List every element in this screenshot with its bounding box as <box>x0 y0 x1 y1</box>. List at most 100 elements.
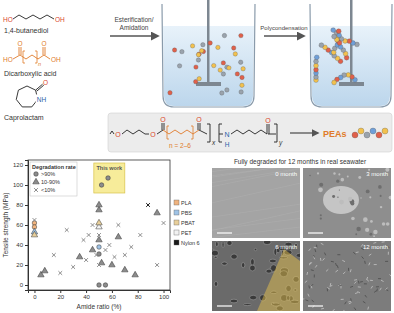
surface-fiber <box>312 300 314 302</box>
x-tick-mark <box>138 290 139 293</box>
surface-streak <box>212 183 300 203</box>
monomer-bead <box>220 91 224 95</box>
surface-fiber <box>327 287 330 289</box>
panel-label: 3 month <box>366 171 388 177</box>
y-tick-label: 120 <box>13 162 24 168</box>
bond <box>219 134 223 135</box>
surface-speck <box>365 228 369 232</box>
surface-speck <box>332 195 335 198</box>
surface-pore <box>241 263 244 268</box>
data-point <box>97 283 102 288</box>
surface-fiber <box>360 281 363 283</box>
bracket <box>191 126 193 139</box>
micrograph-background <box>303 241 391 311</box>
annotation-label: This work <box>96 165 123 171</box>
x-tick: 40 <box>83 290 90 300</box>
surface-speck <box>339 200 344 205</box>
monomer-bead <box>196 58 200 62</box>
legend-title: Degradation rate <box>32 164 76 170</box>
scale-bar <box>217 232 232 233</box>
data-point <box>91 223 95 227</box>
surface-fiber <box>341 299 344 300</box>
y-tick-label: 100 <box>13 182 24 188</box>
atom-label: O <box>41 40 46 47</box>
surface-speck <box>319 183 323 187</box>
step-label: Polycondensation <box>260 25 307 31</box>
surface-fiber <box>370 280 373 281</box>
bond <box>200 123 201 130</box>
surface-fiber <box>358 286 361 287</box>
data-point <box>116 223 120 227</box>
surface-fiber <box>342 260 345 261</box>
polymer-box <box>108 113 392 152</box>
data-point <box>84 258 88 262</box>
data-point <box>113 255 117 259</box>
micrograph-background <box>212 241 300 311</box>
monomer-bead <box>232 46 236 50</box>
surface-pore <box>250 295 257 300</box>
bond <box>43 47 44 55</box>
monomer-bead <box>221 72 225 76</box>
monomer-bead <box>218 68 222 72</box>
x-tick-mark <box>34 290 35 293</box>
x-tick-label: 0 <box>33 294 37 300</box>
x-axis-line <box>29 291 171 294</box>
surface-fiber <box>327 288 328 291</box>
surface-fiber <box>314 274 315 277</box>
polymer-bead <box>314 59 319 64</box>
data-point <box>97 263 101 267</box>
surface-pore <box>266 269 272 273</box>
y-tick-label: 80 <box>16 202 23 208</box>
legend-marker <box>34 172 39 177</box>
scale-bar <box>308 232 323 233</box>
y-tick: 0 <box>20 282 28 288</box>
surface-pore <box>216 242 219 247</box>
data-point <box>58 271 62 275</box>
x-tick-label: 40 <box>83 294 90 300</box>
surface-pore <box>214 281 218 286</box>
monomer-bead <box>196 53 200 57</box>
data-point <box>95 253 99 257</box>
monomer-name: 1,4-butanediol <box>4 27 49 34</box>
legend-label: PBS <box>181 210 192 216</box>
monomer-bead <box>193 79 197 83</box>
monomer-bead <box>240 83 244 87</box>
monomer-bead <box>222 33 226 37</box>
panel-label: 12 month <box>363 244 388 250</box>
surface-fiber <box>356 251 359 253</box>
bond <box>162 123 163 130</box>
monomer-bead <box>241 67 245 71</box>
data-point <box>162 221 166 225</box>
data-point <box>154 209 160 215</box>
monomer-bead <box>225 88 229 92</box>
atom-label: N <box>224 131 229 138</box>
data-point <box>89 246 95 252</box>
data-point <box>42 267 48 273</box>
surface-fiber <box>314 249 316 252</box>
surface-fiber <box>369 254 371 256</box>
surface-speck <box>358 176 361 179</box>
surface-streak <box>212 169 300 187</box>
x-tick-mark <box>112 290 113 293</box>
surface-streak <box>212 204 300 217</box>
micrograph-title: Fully degraded for 12 months in real sea… <box>234 158 367 166</box>
polymer-bead <box>314 55 319 60</box>
legend-label: PET <box>181 230 192 236</box>
surface-fiber <box>350 286 353 288</box>
background <box>0 0 394 313</box>
data-point <box>104 248 108 252</box>
bond <box>231 130 267 134</box>
bond <box>45 47 46 55</box>
surface-fiber <box>365 295 367 297</box>
data-point <box>96 201 102 207</box>
atom-label: OH <box>51 56 61 63</box>
surface-fiber <box>378 278 381 279</box>
surface-streak <box>212 211 300 231</box>
monomer-bead <box>190 44 194 48</box>
bond <box>157 130 163 134</box>
monomer-bead <box>240 75 244 79</box>
y-tick-mark <box>25 265 28 266</box>
surface-pore <box>254 248 256 250</box>
y-tick-label: 40 <box>16 242 23 248</box>
surface-speck <box>320 217 322 219</box>
